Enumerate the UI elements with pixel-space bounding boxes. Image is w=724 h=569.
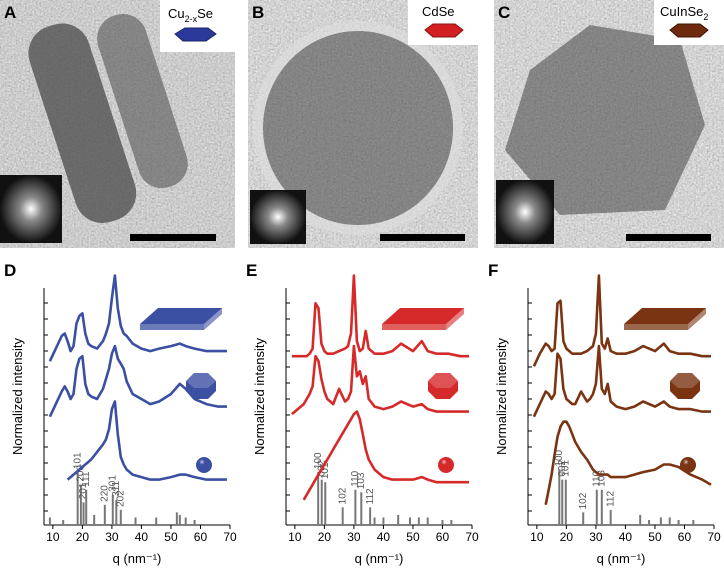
material-text: Cu (168, 6, 185, 21)
shape-icon (624, 308, 706, 324)
material-label: CuInSe2 (660, 4, 708, 22)
peak-label: 101 (560, 460, 571, 477)
shape-icon (382, 324, 446, 330)
panel-label: D (4, 261, 16, 280)
x-axis-label: q (nm⁻¹) (113, 551, 162, 566)
shape-icon (428, 373, 458, 388)
shape-icon (670, 373, 700, 399)
shape-icon (140, 308, 222, 324)
peak-label: 311 (111, 480, 122, 496)
tem-image: B CdSe (248, 0, 478, 248)
shape-icon (670, 373, 700, 388)
peak-label: 100 (554, 449, 565, 466)
chart: D Normalized intensity q (nm⁻¹) 10 20 30 40 50 6… (4, 261, 237, 566)
shape-icon (382, 308, 464, 324)
peak-label: 201 (78, 482, 89, 499)
shape-icon (186, 373, 216, 399)
x-tick-label: 50 (164, 530, 178, 544)
x-tick-label: 70 (223, 530, 237, 544)
material-sub: 2-x (185, 14, 198, 24)
peak-label: 101 (320, 462, 331, 479)
line-series (66, 400, 227, 481)
y-axis-label: Normalized intensity (10, 337, 25, 455)
line-series (302, 410, 469, 501)
line-series (532, 344, 711, 418)
peak-label: 101 (72, 452, 83, 469)
peak-label: 202 (115, 490, 126, 507)
peak-label: 103 (596, 470, 607, 487)
panel-label: E (246, 261, 257, 280)
peak-label: 110 (350, 470, 361, 486)
y-axis-label: Normalized intensity (494, 337, 509, 455)
x-tick-label: 70 (465, 530, 479, 544)
material-text: CuInSe (660, 4, 703, 19)
panel-label: F (488, 261, 498, 280)
shape-icon (204, 308, 222, 330)
x-tick-label: 40 (619, 530, 633, 544)
x-tick-label: 70 (707, 530, 721, 544)
x-tick-label: 30 (347, 530, 361, 544)
x-tick-label: 50 (648, 530, 662, 544)
line-series (48, 274, 227, 362)
x-axis-label: q (nm⁻¹) (597, 551, 646, 566)
x-tick-label: 60 (678, 530, 692, 544)
peak-label: 110 (591, 470, 602, 486)
panel-label: A (4, 3, 16, 22)
x-tick-label: 40 (377, 530, 391, 544)
material-text: CdSe (422, 4, 455, 19)
x-tick-label: 60 (194, 530, 208, 544)
material-sub: 2 (703, 12, 708, 22)
x-tick-label: 30 (589, 530, 603, 544)
shape-icon (437, 455, 451, 469)
x-tick-label: 40 (135, 530, 149, 544)
peak-label: 301 (107, 475, 118, 492)
peak-label: 102 (578, 492, 589, 509)
x-tick-label: 20 (76, 530, 90, 544)
peak-label: 112 (365, 488, 376, 504)
x-tick-label: 20 (560, 530, 574, 544)
material-label: CdSe (422, 4, 455, 19)
tem-image: A Cu2-xSe (0, 0, 235, 248)
peak-label: 220 (99, 485, 110, 502)
x-tick-label: 20 (318, 530, 332, 544)
shape-icon (679, 455, 693, 469)
shape-icon (428, 373, 458, 399)
x-tick-label: 10 (46, 530, 60, 544)
line-series (544, 420, 712, 506)
x-axis-label: q (nm⁻¹) (355, 551, 404, 566)
peak-label: 100 (313, 452, 324, 469)
line-series (48, 344, 227, 418)
line-series (532, 274, 711, 367)
x-tick-label: 50 (406, 530, 420, 544)
x-tick-label: 60 (436, 530, 450, 544)
shape-icon (140, 324, 204, 330)
panel-label: B (252, 3, 264, 22)
x-tick-label: 30 (105, 530, 119, 544)
shape-icon (446, 308, 464, 330)
chart: F Normalized intensity q (nm⁻¹) 10 20 30 40 50 6… (488, 261, 721, 566)
chart: E Normalized intensity q (nm⁻¹) 10 20 30 40 50 6… (246, 261, 479, 566)
peak-label: 002 (557, 460, 568, 477)
shape-icon (186, 373, 216, 388)
shape-icon (195, 455, 209, 469)
line-series (291, 274, 469, 358)
peak-label: 102 (337, 487, 348, 504)
material-label: Cu2-xSe (168, 6, 213, 24)
peak-label: 200 (76, 465, 87, 482)
y-axis-label: Normalized intensity (252, 337, 267, 455)
tem-image: C CuInSe2 (494, 0, 724, 248)
peak-label: 103 (356, 472, 367, 489)
panel-label: C (498, 3, 510, 22)
peak-label: 112 (605, 491, 616, 507)
x-tick-label: 10 (288, 530, 302, 544)
x-tick-label: 10 (530, 530, 544, 544)
material-after: Se (197, 6, 213, 21)
line-series (291, 344, 469, 416)
shape-icon (624, 324, 688, 330)
peak-label: 111 (81, 471, 92, 487)
shape-icon (688, 308, 706, 330)
